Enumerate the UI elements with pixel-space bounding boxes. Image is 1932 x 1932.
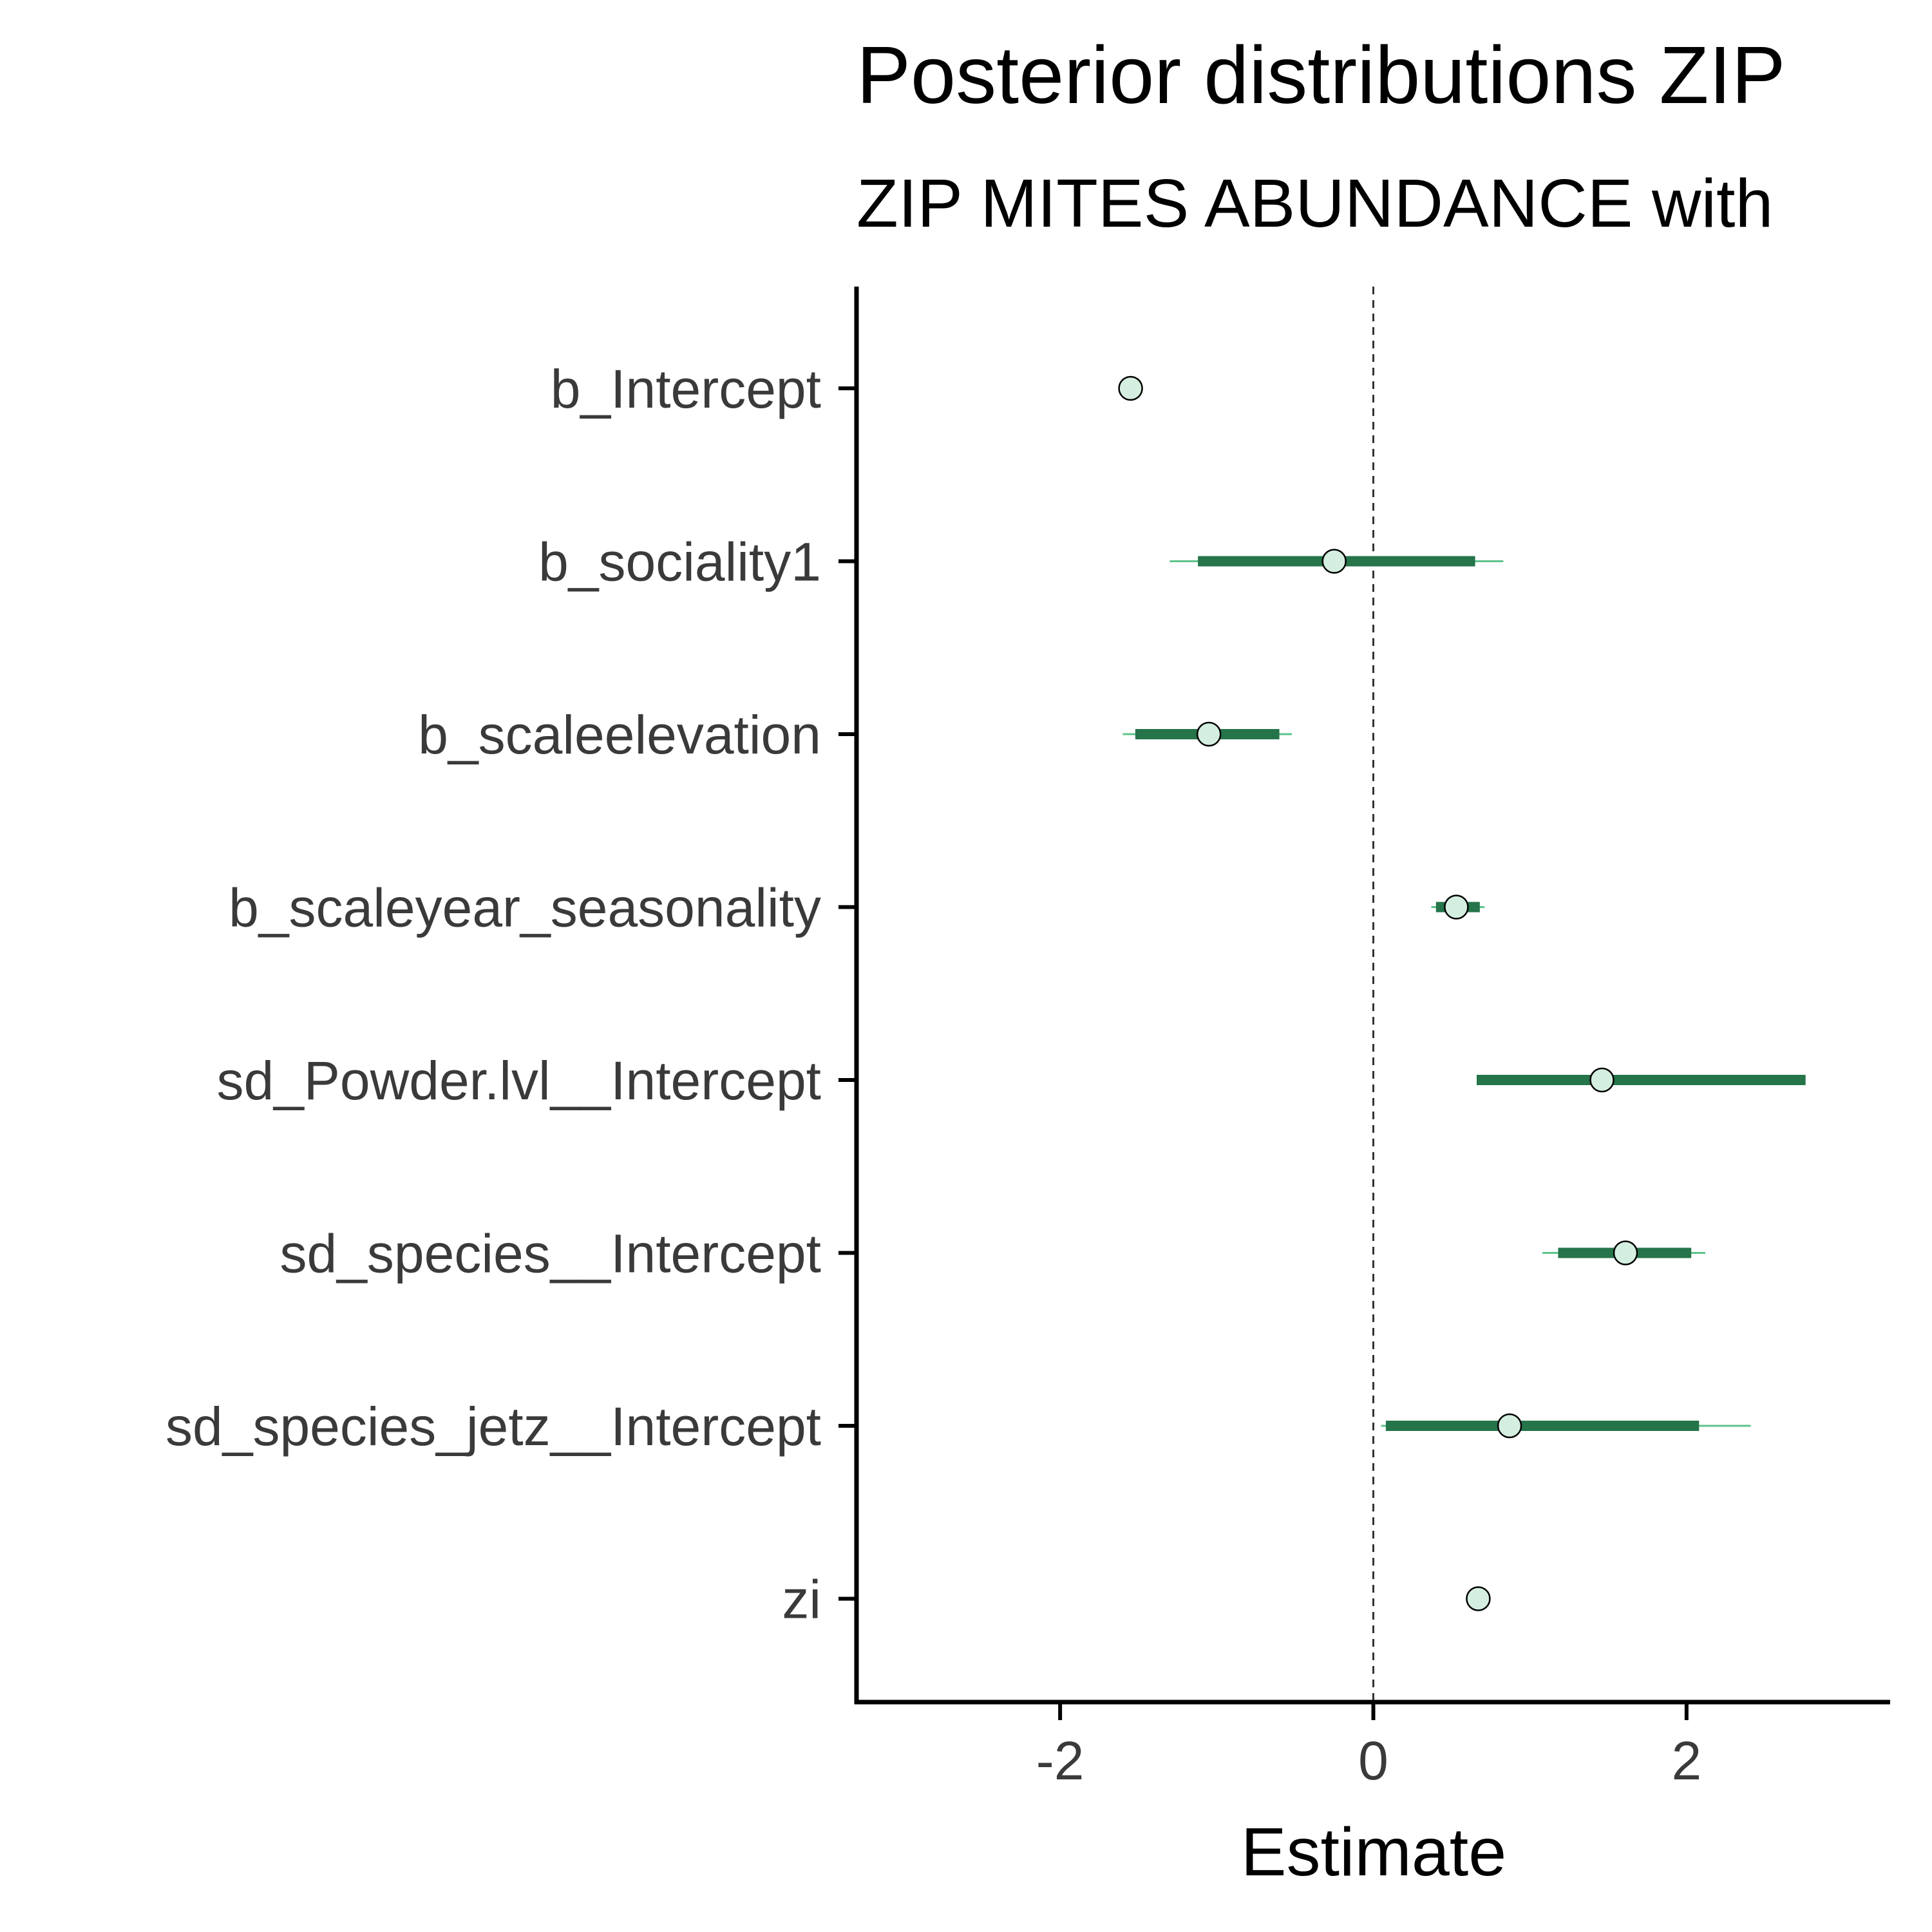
y-tick-label: sd_Powder.lvl__Intercept bbox=[216, 1050, 821, 1111]
estimate-point bbox=[1118, 375, 1143, 401]
y-tick-label: b_scaleyear_seasonality bbox=[229, 878, 821, 938]
plot-area: -2 0 2 b_Intercept b_sociality1 b_scaleelevat… bbox=[166, 287, 1890, 1791]
estimate-point bbox=[1589, 1067, 1615, 1093]
y-tick-label: sd_species__Intercept bbox=[279, 1224, 821, 1284]
estimate-point bbox=[1196, 721, 1222, 747]
estimate-point bbox=[1466, 1586, 1491, 1611]
y-tick-label: b_Intercept bbox=[551, 359, 821, 419]
x-axis-title: Estimate bbox=[1241, 1814, 1506, 1890]
x-tick-label: 0 bbox=[1358, 1730, 1388, 1791]
chart-title: Posterior distributions ZIP bbox=[857, 30, 1786, 120]
y-tick-label: b_scaleelevation bbox=[418, 705, 821, 765]
x-tick-label: -2 bbox=[1036, 1730, 1084, 1791]
estimate-point bbox=[1444, 895, 1469, 920]
estimate-point bbox=[1497, 1413, 1522, 1439]
estimate-point bbox=[1613, 1240, 1638, 1265]
y-tick-label: zi bbox=[782, 1569, 821, 1630]
estimate-point bbox=[1321, 549, 1347, 574]
x-tick-label: 2 bbox=[1672, 1730, 1702, 1791]
chart-subtitle: ZIP MITES ABUNDANCE with bbox=[857, 166, 1773, 242]
y-tick-label: b_sociality1 bbox=[538, 532, 821, 592]
y-tick-label: sd_species_jetz__Intercept bbox=[166, 1396, 821, 1457]
